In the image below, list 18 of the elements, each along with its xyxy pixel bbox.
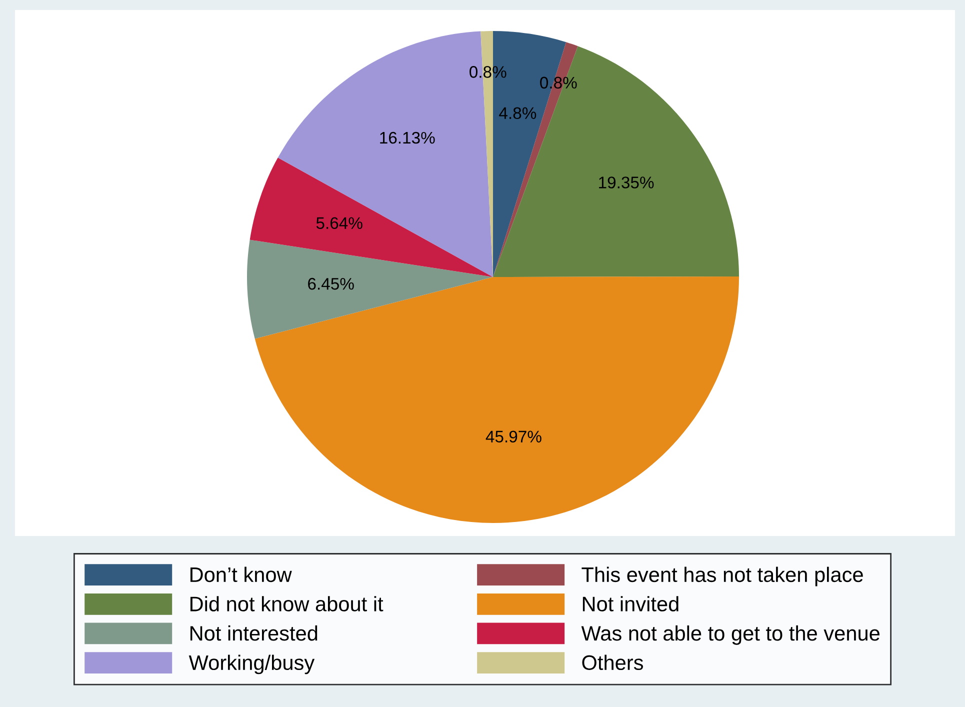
pie-slice [247, 240, 493, 339]
legend-label: Did not know about it [190, 596, 384, 612]
data-label: 45.97% [486, 430, 542, 443]
data-label: 16.13% [380, 132, 435, 144]
legend-label: Working/busy [188, 654, 315, 674]
data-label: 6.45% [308, 278, 354, 290]
pie-slice [250, 158, 493, 277]
legend-label: This event has not taken place [582, 566, 863, 586]
legend-label: Not interested [190, 625, 318, 641]
data-label: 5.64% [316, 217, 362, 229]
legend-label: Don’t know [190, 566, 292, 582]
legend-label: Was not able to get to the venue [581, 625, 880, 645]
data-label: 4.8% [499, 107, 536, 120]
data-label: 19.35% [599, 176, 654, 188]
pie-slice [254, 276, 739, 523]
legend-label: Not invited [582, 596, 678, 612]
data-label: 0.8% [540, 76, 577, 89]
legend-label: Others [582, 654, 643, 670]
